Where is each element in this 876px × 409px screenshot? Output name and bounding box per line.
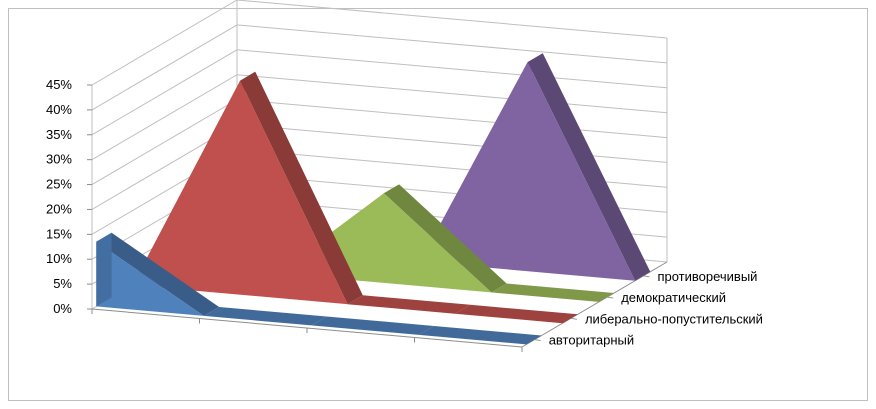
y-tick-label: 20%	[46, 201, 72, 216]
depth-axis-tick	[534, 339, 541, 342]
y-tick-label: 15%	[46, 226, 72, 241]
series-top-segment	[491, 283, 615, 302]
y-tick-label: 0%	[53, 301, 72, 316]
series-label: либерально-попустительский	[585, 311, 763, 326]
series-top-segment	[527, 53, 651, 281]
series-label: авторитарный	[549, 333, 634, 348]
series-label: противоречивый	[657, 269, 757, 284]
series-top-segment	[311, 316, 435, 335]
series-top-segment	[240, 71, 363, 305]
y-tick-label: 25%	[46, 177, 72, 192]
depth-axis-tick	[570, 317, 578, 320]
series-label: демократический	[621, 290, 726, 305]
series-labels: противоречивый демократический либерально-…	[534, 269, 763, 348]
series-top-segment	[455, 304, 578, 324]
y-tick-label: 40%	[46, 102, 72, 117]
series-2	[132, 71, 578, 324]
y-tick-label: 5%	[53, 276, 72, 291]
y-tick-label: 10%	[46, 251, 72, 266]
series-front-face	[132, 80, 563, 324]
series-front-face	[205, 62, 636, 281]
series-top-segment	[203, 307, 327, 326]
gridline	[91, 24, 668, 111]
gridline	[91, 49, 668, 136]
y-axis-ticks: 0% 5% 10% 15% 20% 25% 30% 35% 40% 45%	[46, 77, 92, 316]
series-top-segment	[418, 326, 542, 345]
series-layer	[96, 53, 651, 345]
y-tick-label: 35%	[46, 127, 72, 142]
series-front-face	[168, 193, 599, 302]
depth-axis-tick	[607, 296, 614, 299]
series-top-segment	[96, 232, 220, 316]
series-1	[96, 232, 542, 345]
depth-axis-tick	[643, 275, 650, 278]
y-tick-label: 45%	[46, 77, 72, 92]
series-side-cap	[96, 232, 112, 307]
y-tick-label: 30%	[46, 152, 72, 167]
series-top-segment	[347, 295, 471, 314]
series-top-segment	[383, 184, 507, 293]
gridline	[91, 0, 668, 86]
